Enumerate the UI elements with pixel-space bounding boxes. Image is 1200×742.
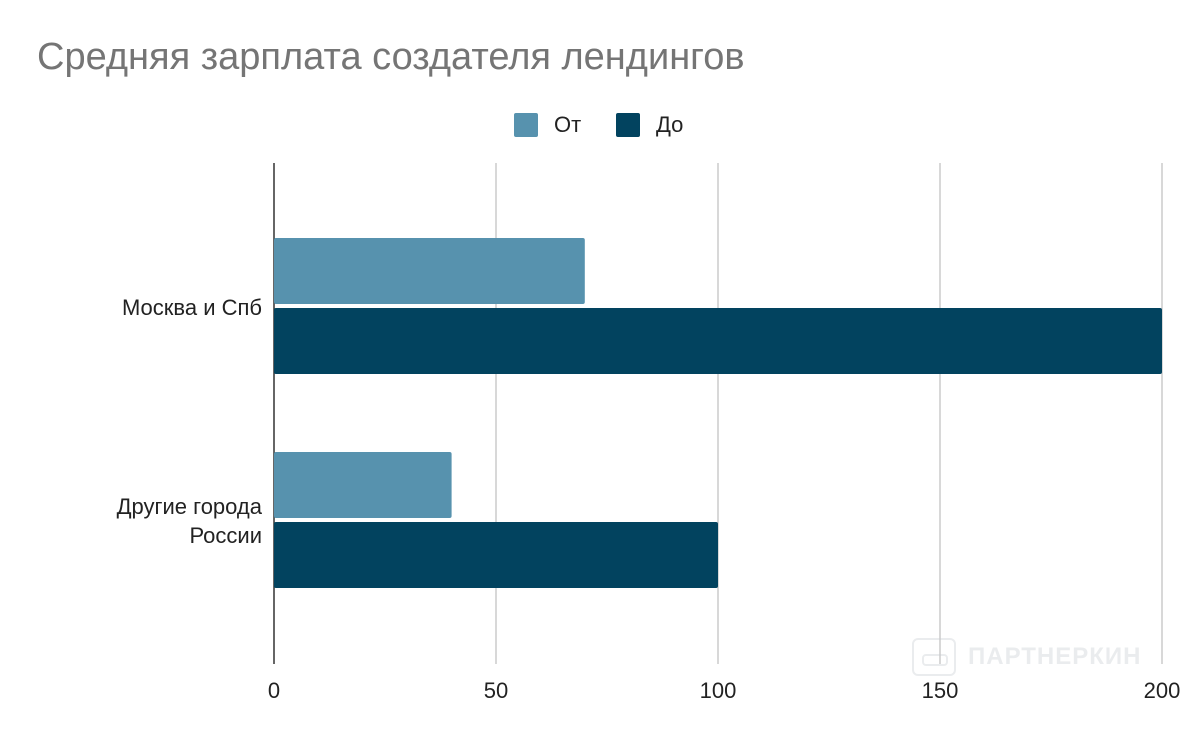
watermark: ПАРТНЕРКИН [912,638,1142,676]
legend-item-ot[interactable]: От [514,112,581,138]
x-tick-label: 150 [922,678,959,703]
category-label-line: России [189,523,262,548]
legend-label-ot: От [554,112,582,137]
bar [274,238,585,304]
category-label-moscow: Москва и Спб [122,293,262,322]
bar [274,452,452,518]
x-tick-label: 50 [484,678,508,703]
legend: От До [0,112,1200,138]
category-label-other-cities: Другие города России [117,492,262,550]
legend-label-do: До [656,112,684,137]
x-tick-label: 100 [700,678,737,703]
partnerkin-logo-icon [912,638,956,676]
category-label-line: Москва и Спб [121,295,262,320]
watermark-text: ПАРТНЕРКИН [968,643,1142,670]
x-tick-label: 0 [268,678,280,703]
category-label-line: Другие города [116,494,262,519]
bar [274,308,1162,374]
chart-title: Средняя зарплата создателя лендингов [37,36,745,78]
x-tick-label: 200 [1144,678,1181,703]
legend-item-do[interactable]: До [616,112,683,138]
legend-swatch-do [616,113,640,137]
legend-swatch-ot [514,113,538,137]
bar [274,522,718,588]
